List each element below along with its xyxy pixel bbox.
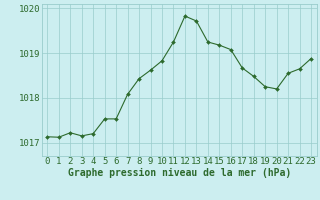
X-axis label: Graphe pression niveau de la mer (hPa): Graphe pression niveau de la mer (hPa) <box>68 168 291 178</box>
